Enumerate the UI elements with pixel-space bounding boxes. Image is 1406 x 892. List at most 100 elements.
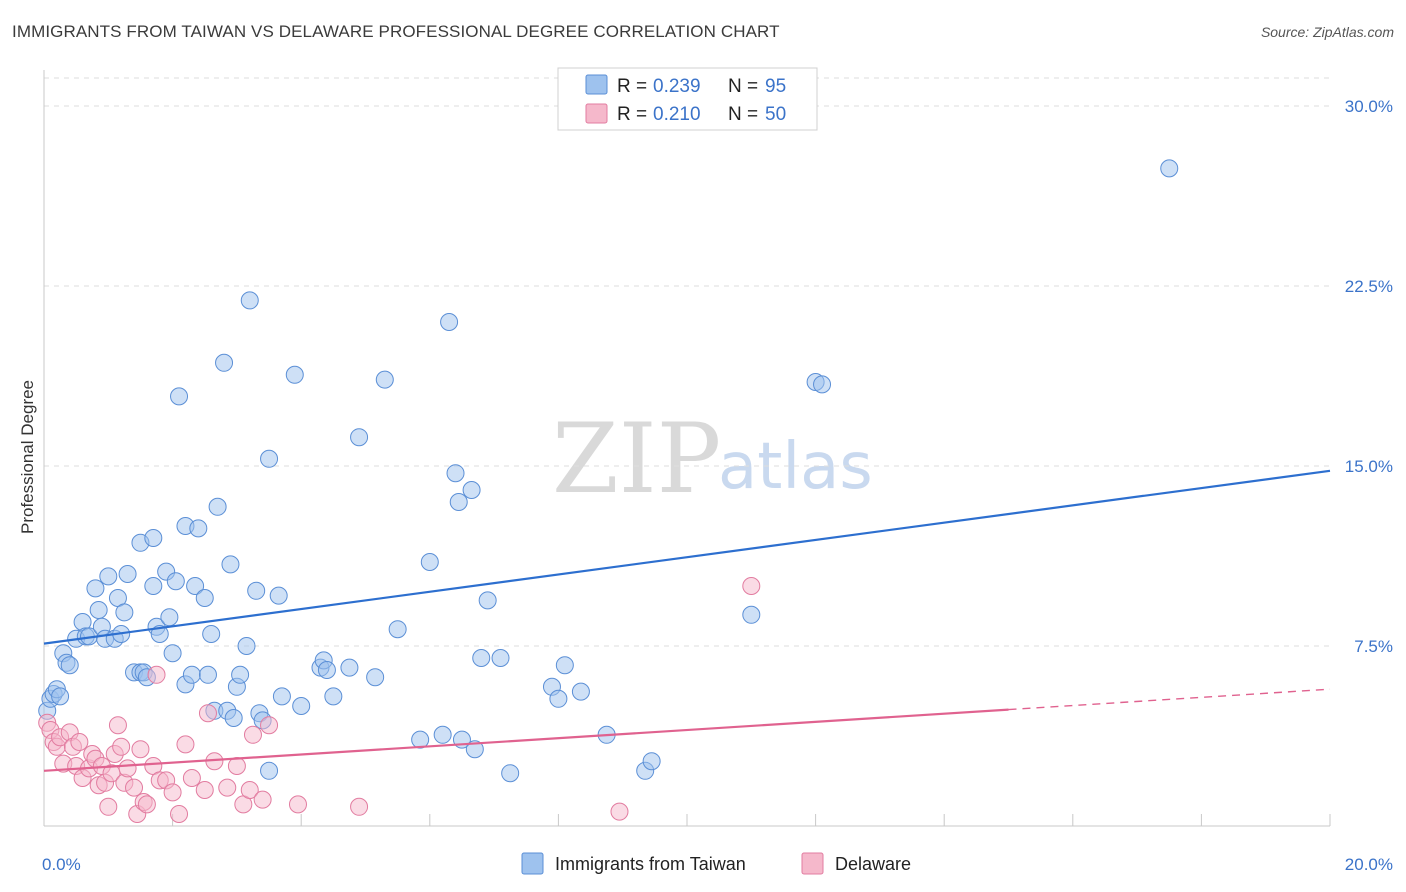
legend-r-label-taiwan: R = (617, 76, 647, 97)
point-taiwan-59 (269, 586, 288, 605)
point-taiwan-28 (144, 529, 163, 547)
point-delaware-28 (137, 795, 156, 814)
point-taiwan-43 (202, 625, 221, 643)
point-delaware-36 (182, 769, 201, 787)
legend-swatch-taiwan (585, 74, 608, 95)
point-taiwan-42 (198, 665, 217, 684)
point-taiwan-12 (86, 579, 105, 598)
chart-title: IMMIGRANTS FROM TAIWAN VS DELAWARE PROFE… (12, 22, 780, 41)
y-axis-label: Professional Degree (18, 380, 37, 534)
point-taiwan-52 (237, 637, 256, 655)
point-taiwan-46 (215, 353, 234, 372)
y-tick-label-3: 30.0% (1345, 97, 1393, 116)
point-delaware-44 (243, 725, 262, 744)
x-tick-label-0: 0.0% (42, 855, 81, 874)
point-delaware-34 (170, 805, 189, 823)
legend-top: R = 0.239 N = 95 R = 0.210 N = 50 (557, 67, 818, 131)
point-taiwan-40 (189, 519, 208, 538)
point-taiwan-60 (272, 687, 291, 706)
point-delaware-26 (131, 740, 150, 759)
point-delaware-38 (198, 704, 217, 723)
point-taiwan-87 (555, 656, 574, 675)
point-taiwan-76 (446, 464, 465, 483)
y-tick-label-0: 7.5% (1354, 637, 1393, 656)
point-taiwan-4 (51, 687, 70, 706)
point-taiwan-38 (182, 665, 201, 684)
point-taiwan-13 (89, 601, 108, 619)
point-taiwan-20 (115, 603, 134, 622)
point-taiwan-68 (350, 428, 369, 447)
point-taiwan-71 (388, 620, 407, 639)
bottom-legend-swatch-taiwan (521, 852, 544, 875)
y-tick-label-1: 15.0% (1345, 457, 1393, 476)
x-tick-labels: 0.0% 20.0% (42, 855, 1393, 874)
point-taiwan-73 (420, 553, 439, 571)
legend-r-value-taiwan: 0.239 (653, 76, 701, 97)
point-delaware-48 (350, 797, 369, 816)
point-taiwan-49 (224, 709, 243, 727)
point-taiwan-30 (150, 625, 169, 643)
y-tick-labels: 7.5% 15.0% 22.5% 30.0% (1345, 97, 1393, 656)
point-delaware-45 (253, 790, 272, 809)
point-taiwan-48 (221, 555, 240, 574)
point-taiwan-77 (449, 493, 468, 511)
point-delaware-47 (288, 795, 307, 814)
point-taiwan-72 (411, 730, 430, 749)
legend-n-label-taiwan: N = (728, 76, 758, 97)
point-taiwan-67 (340, 658, 359, 677)
point-taiwan-39 (186, 577, 205, 595)
legend-r-value-delaware: 0.210 (653, 104, 701, 125)
x-tick-label-1: 20.0% (1345, 855, 1393, 874)
point-taiwan-7 (60, 656, 79, 675)
point-delaware-24 (125, 778, 144, 797)
point-taiwan-65 (317, 661, 336, 679)
point-taiwan-16 (99, 567, 118, 586)
point-taiwan-84 (501, 764, 520, 783)
trend-line-delaware-dashed (1008, 688, 1331, 711)
point-taiwan-54 (247, 581, 266, 600)
x-tick-marks (43, 814, 1331, 826)
point-delaware-33 (163, 783, 182, 802)
point-delaware-46 (260, 716, 279, 735)
point-taiwan-27 (144, 577, 163, 595)
point-taiwan-21 (118, 565, 137, 583)
point-taiwan-33 (163, 644, 182, 663)
point-taiwan-41 (195, 589, 214, 607)
point-delaware-49 (610, 802, 629, 821)
point-taiwan-81 (472, 649, 491, 667)
point-delaware-41 (227, 757, 246, 775)
bottom-legend-label-taiwan: Immigrants from Taiwan (555, 854, 746, 874)
point-delaware-50 (742, 577, 761, 595)
legend-n-value-taiwan: 95 (765, 76, 786, 97)
point-taiwan-88 (571, 682, 590, 701)
legend-swatch-delaware (585, 103, 608, 124)
point-taiwan-61 (285, 365, 304, 384)
point-taiwan-35 (170, 387, 189, 406)
point-taiwan-53 (240, 291, 259, 310)
point-taiwan-75 (440, 313, 459, 331)
source-label: Source: ZipAtlas.com (1260, 24, 1394, 40)
point-taiwan-82 (478, 591, 497, 610)
y-tick-label-2: 22.5% (1345, 277, 1393, 296)
trend-line-delaware-solid (43, 708, 1009, 772)
trend-line-taiwan (43, 469, 1331, 645)
point-delaware-43 (240, 781, 259, 799)
point-delaware-9 (70, 733, 89, 751)
trend-lines (43, 469, 1331, 772)
point-delaware-20 (108, 716, 127, 735)
data-points (38, 159, 1179, 823)
legend-bottom: Immigrants from Taiwan Delaware (521, 852, 911, 875)
point-taiwan-91 (642, 752, 661, 771)
watermark-zip: ZIP (552, 403, 721, 515)
bottom-legend-label-delaware: Delaware (835, 854, 911, 874)
point-delaware-40 (218, 778, 237, 797)
point-delaware-30 (147, 665, 166, 684)
point-taiwan-57 (260, 449, 279, 468)
point-delaware-17 (99, 797, 118, 816)
point-taiwan-83 (491, 649, 510, 667)
bottom-legend-swatch-delaware (801, 852, 824, 875)
point-taiwan-51 (231, 665, 250, 684)
point-taiwan-86 (549, 689, 568, 708)
point-taiwan-95 (1160, 159, 1179, 178)
